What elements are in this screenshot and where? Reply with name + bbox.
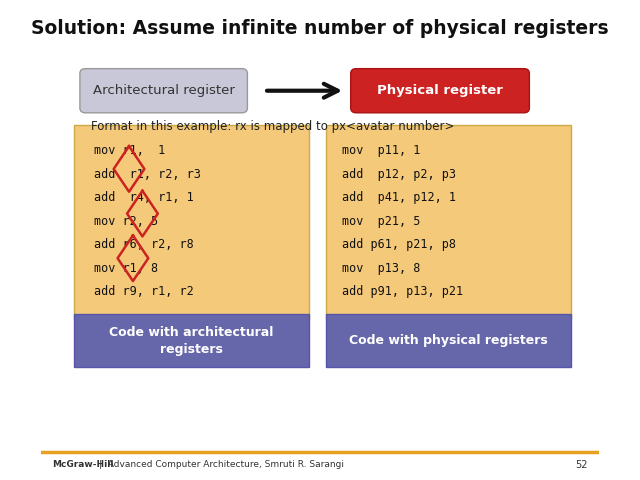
- Text: mov  p11, 1: mov p11, 1: [342, 144, 420, 157]
- Text: mov r1,  1: mov r1, 1: [94, 144, 165, 157]
- Text: Code with architectural
registers: Code with architectural registers: [109, 326, 274, 356]
- Text: add  p41, p12, 1: add p41, p12, 1: [342, 191, 456, 204]
- Text: add r6, r2, r8: add r6, r2, r8: [94, 238, 194, 251]
- Text: mov  p21, 5: mov p21, 5: [342, 215, 420, 228]
- FancyBboxPatch shape: [74, 125, 309, 319]
- Text: McGraw-Hill: McGraw-Hill: [52, 460, 113, 469]
- Text: Solution: Assume infinite number of physical registers: Solution: Assume infinite number of phys…: [31, 19, 609, 38]
- Text: mov r2, 5: mov r2, 5: [94, 215, 158, 228]
- Text: add  r1, r2, r3: add r1, r2, r3: [94, 168, 201, 180]
- FancyBboxPatch shape: [80, 69, 248, 113]
- Text: Architectural register: Architectural register: [93, 84, 235, 97]
- FancyBboxPatch shape: [326, 314, 572, 367]
- Text: 52: 52: [575, 460, 588, 469]
- Text: mov  p13, 8: mov p13, 8: [342, 262, 420, 275]
- FancyBboxPatch shape: [74, 314, 309, 367]
- Text: Code with physical registers: Code with physical registers: [349, 334, 548, 348]
- Text: add p61, p21, p8: add p61, p21, p8: [342, 238, 456, 251]
- Text: add r9, r1, r2: add r9, r1, r2: [94, 285, 194, 298]
- Text: |  Advanced Computer Architecture, Smruti R. Sarangi: | Advanced Computer Architecture, Smruti…: [99, 460, 344, 469]
- Text: add  r4, r1, 1: add r4, r1, 1: [94, 191, 194, 204]
- Text: mov r1, 8: mov r1, 8: [94, 262, 158, 275]
- FancyBboxPatch shape: [326, 125, 572, 319]
- Text: Format in this example: rx is mapped to px<avatar number>: Format in this example: rx is mapped to …: [91, 120, 454, 133]
- Text: add  p12, p2, p3: add p12, p2, p3: [342, 168, 456, 180]
- Text: Physical register: Physical register: [377, 84, 503, 97]
- FancyBboxPatch shape: [351, 69, 529, 113]
- Text: add p91, p13, p21: add p91, p13, p21: [342, 285, 463, 298]
